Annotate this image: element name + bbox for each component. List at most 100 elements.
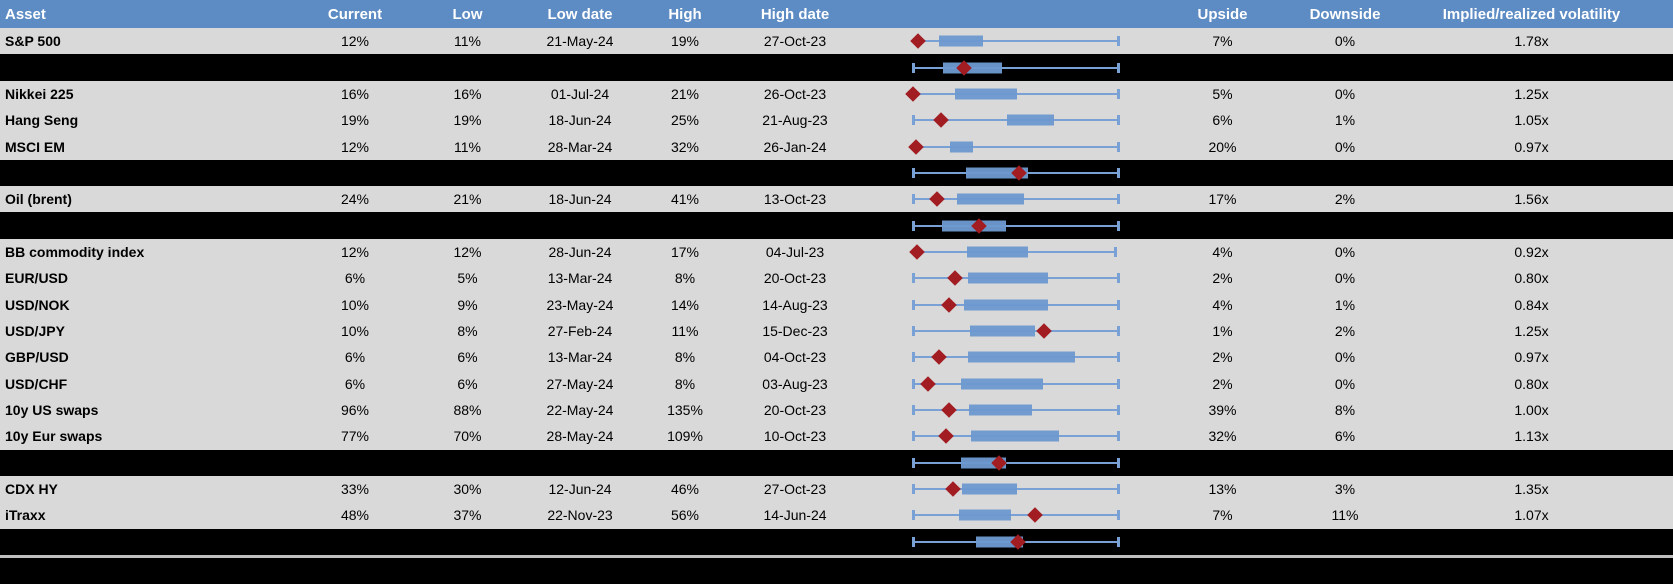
low-cell: 6% (457, 375, 478, 392)
boxplot-cap-left (911, 352, 915, 363)
upside-cell: 2% (1212, 270, 1233, 287)
boxplot (911, 370, 1120, 396)
boxplot-whisker-line (913, 66, 1118, 69)
high-date-cell: 27-Oct-23 (763, 481, 827, 498)
boxplot-cap-left (911, 378, 915, 389)
downside-cell: 8% (1334, 401, 1356, 418)
current-cell: 16% (340, 85, 370, 102)
high-cell: 109% (667, 428, 703, 445)
asset-cell: Hang Seng (5, 112, 79, 129)
boxplot (911, 450, 1120, 476)
high-date-cell: 26-Oct-23 (763, 85, 827, 102)
table-row: CDX HY 33% 30% 12-Jun-24 46% 27-Oct-23 13% 3% 1.… (0, 475, 1673, 503)
boxplot (911, 54, 1120, 80)
section-divider (0, 554, 1673, 558)
diamond-marker-icon (941, 296, 957, 313)
high-cell: 11% (671, 322, 699, 339)
boxplot (911, 344, 1120, 370)
boxplot-cell (855, 291, 1145, 317)
downside-cell: 11% (1331, 507, 1359, 524)
high-cell (635, 160, 735, 186)
diamond-marker-icon (908, 138, 924, 155)
implied-realized-cell: 0.97x (1514, 349, 1549, 366)
boxplot-box (969, 325, 1035, 337)
low-cell: 9% (457, 296, 478, 313)
upside-cell (1145, 54, 1300, 80)
boxplot-box (955, 88, 1017, 100)
boxplot-cap-right (1114, 246, 1118, 257)
high-cell (635, 450, 735, 476)
low-date-cell (525, 212, 635, 238)
boxplot (911, 397, 1120, 423)
low-date-cell (525, 160, 635, 186)
boxplot-cap-left (911, 404, 915, 415)
high-date-cell: 15-Dec-23 (762, 322, 828, 339)
high-cell: 8% (674, 349, 696, 366)
table-row: GBP/USD 6% 6% 13-Mar-24 8% 04-Oct-23 2% 0% 0.97x (0, 344, 1673, 371)
downside-cell: 0% (1334, 349, 1356, 366)
current-cell: 6% (344, 375, 366, 392)
upside-cell (1145, 529, 1300, 555)
boxplot (911, 423, 1120, 449)
downside-cell: 0% (1334, 85, 1356, 102)
implied-realized-cell: 1.13x (1514, 428, 1549, 445)
implied-realized-cell (1390, 54, 1673, 80)
low-date-cell (525, 529, 635, 555)
boxplot-cap-right (1116, 510, 1120, 521)
boxplot-box (966, 246, 1028, 258)
implied-realized-cell: 0.80x (1514, 375, 1549, 392)
column-header-boxplot (855, 0, 1145, 28)
current-cell: 77% (340, 428, 370, 445)
high-date-cell (735, 529, 855, 555)
low-cell: 8% (457, 322, 478, 339)
boxplot-cap-left (911, 457, 915, 468)
boxplot-box (971, 430, 1059, 442)
current-cell (300, 450, 410, 476)
implied-realized-cell: 1.07x (1514, 507, 1549, 524)
high-cell: 8% (674, 375, 696, 392)
boxplot-cap-right (1116, 536, 1120, 547)
asset-cell (0, 450, 300, 476)
table-row: MSCI EM 12% 11% 28-Mar-24 32% 26-Jan-24 20% 0% 0… (0, 133, 1673, 160)
boxplot-cell (855, 107, 1145, 133)
boxplot (911, 476, 1120, 502)
boxplot-cap-left (911, 325, 915, 336)
summary-boxplot-row (0, 212, 1673, 239)
boxplot-whisker-line (916, 145, 1118, 148)
boxplot-box (958, 509, 1011, 521)
low-date-cell: 21-May-24 (546, 33, 614, 50)
diamond-marker-icon (941, 402, 957, 418)
boxplot-cap-left (911, 194, 915, 205)
asset-cell: 10y Eur swaps (5, 428, 103, 445)
column-header-upside: Upside (1197, 5, 1248, 23)
upside-cell: 4% (1212, 296, 1233, 313)
column-header-low-date: Low date (547, 5, 613, 23)
table-row: BB commodity index 12% 12% 28-Jun-24 17% 04-J… (0, 238, 1673, 266)
implied-realized-cell: 1.56x (1514, 191, 1549, 208)
boxplot-cell (855, 265, 1145, 291)
downside-cell: 0% (1334, 138, 1356, 155)
high-cell (635, 212, 735, 238)
column-header-low: Low (452, 5, 483, 23)
current-cell: 24% (340, 191, 370, 208)
downside-cell: 0% (1334, 33, 1356, 50)
low-date-cell: 27-Feb-24 (547, 322, 613, 339)
high-date-cell: 20-Oct-23 (763, 401, 827, 418)
downside-cell: 6% (1334, 428, 1356, 445)
boxplot-cell (855, 212, 1145, 238)
downside-cell: 2% (1334, 322, 1356, 339)
boxplot (911, 212, 1120, 238)
table-row: Oil (brent) 24% 21% 18-Jun-24 41% 13-Oct-23 17… (0, 186, 1673, 213)
current-cell (300, 54, 410, 80)
asset-cell (0, 212, 300, 238)
low-cell (410, 450, 525, 476)
boxplot (911, 529, 1120, 555)
table-row: USD/NOK 10% 9% 23-May-24 14% 14-Aug-23 4% 1% 0.8… (0, 291, 1673, 318)
high-cell: 8% (674, 270, 696, 287)
diamond-marker-icon (931, 349, 947, 366)
boxplot-cell (855, 397, 1145, 423)
upside-cell: 17% (1208, 191, 1237, 208)
implied-realized-cell: 1.78x (1514, 33, 1549, 50)
column-header-high: High (668, 5, 702, 23)
low-date-cell: 22-May-24 (546, 401, 614, 418)
